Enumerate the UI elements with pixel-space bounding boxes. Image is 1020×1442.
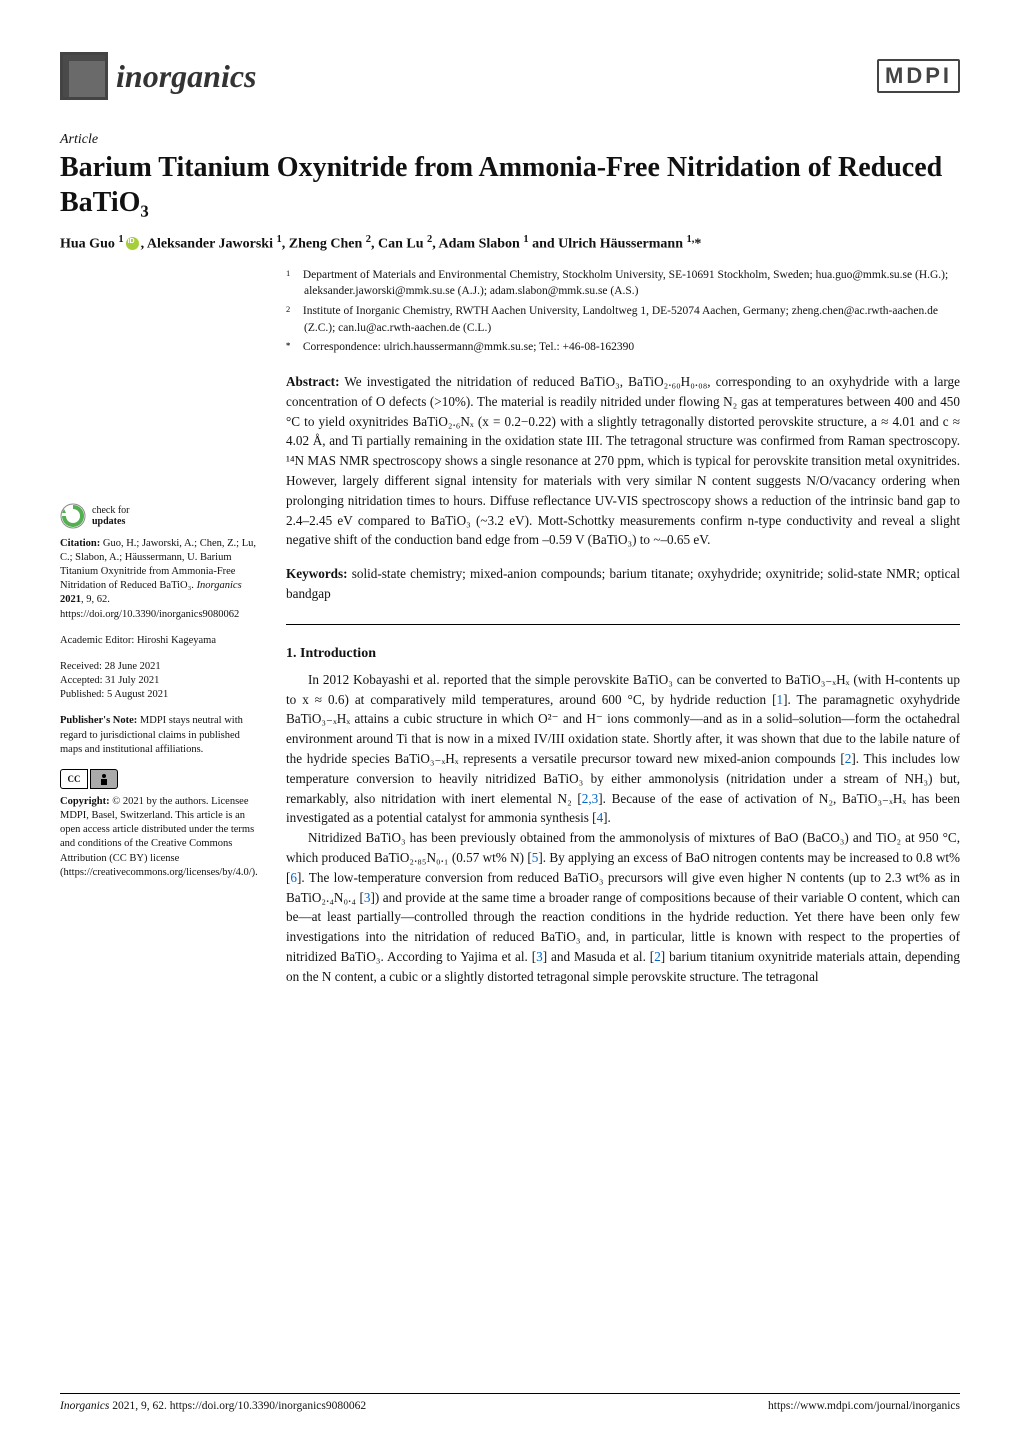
article-type: Article — [60, 132, 960, 148]
footer-left: Inorganics 2021, 9, 62. https://doi.org/… — [60, 1400, 366, 1412]
received-date: Received: 28 June 2021 — [60, 660, 258, 674]
check-updates-icon — [60, 503, 86, 529]
check-updates-line2: updates — [92, 516, 125, 527]
authors-line: Hua Guo 1, Aleksander Jaworski 1, Zheng … — [60, 234, 960, 253]
main-column: 1 Department of Materials and Environmen… — [286, 267, 960, 987]
check-updates-text: check for updates — [92, 505, 129, 527]
affiliation-2: 2 Institute of Inorganic Chemistry, RWTH… — [286, 303, 960, 336]
affil1-text: Department of Materials and Environmenta… — [303, 269, 948, 298]
pubnote-label: Publisher's Note: — [60, 715, 137, 726]
abstract: Abstract: We investigated the nitridatio… — [286, 372, 960, 550]
journal-mark-icon — [60, 52, 108, 100]
keywords: Keywords: solid-state chemistry; mixed-a… — [286, 564, 960, 604]
page-footer: Inorganics 2021, 9, 62. https://doi.org/… — [60, 1393, 960, 1412]
cc-by-badge: CC — [60, 769, 258, 789]
affil2-num: 2 — [286, 303, 300, 315]
citation-year: 2021 — [60, 594, 81, 605]
corr-text: Correspondence: ulrich.haussermann@mmk.s… — [303, 341, 634, 353]
sidebar: check for updates Citation: Guo, H.; Jaw… — [60, 267, 258, 987]
orcid-icon — [126, 237, 139, 250]
correspondence: * Correspondence: ulrich.haussermann@mmk… — [286, 339, 960, 356]
citation-block: Citation: Guo, H.; Jaworski, A.; Chen, Z… — [60, 537, 258, 622]
article-title: Barium Titanium Oxynitride from Ammonia-… — [60, 150, 960, 220]
top-bar: inorganics MDPI — [60, 52, 960, 100]
copyright-label: Copyright: — [60, 796, 110, 807]
keywords-label: Keywords: — [286, 566, 348, 581]
publisher-logo: MDPI — [877, 59, 960, 93]
journal-logo: inorganics — [60, 52, 256, 100]
citation-rest: , 9, 62. https://doi.org/10.3390/inorgan… — [60, 594, 239, 619]
dates-block: Received: 28 June 2021 Accepted: 31 July… — [60, 660, 258, 703]
introduction-body: In 2012 Kobayashi et al. reported that t… — [286, 670, 960, 987]
accepted-date: Accepted: 31 July 2021 — [60, 674, 258, 688]
check-for-updates[interactable]: check for updates — [60, 503, 258, 529]
keywords-text: solid-state chemistry; mixed-anion compo… — [286, 566, 960, 601]
footer-journal: Inorganics — [60, 1400, 109, 1412]
license-block: CC Copyright: © 2021 by the authors. Lic… — [60, 769, 258, 880]
citation-label: Citation: — [60, 538, 100, 549]
journal-name: inorganics — [116, 58, 256, 95]
cc-icon: CC — [60, 769, 88, 789]
publishers-note-block: Publisher's Note: MDPI stays neutral wit… — [60, 714, 258, 757]
two-column-layout: check for updates Citation: Guo, H.; Jaw… — [60, 267, 960, 987]
affil1-num: 1 — [286, 267, 300, 279]
published-date: Published: 5 August 2021 — [60, 688, 258, 702]
intro-para-2: Nitridized BaTiO₃ has been previously ob… — [286, 828, 960, 986]
editor-block: Academic Editor: Hiroshi Kageyama — [60, 634, 258, 648]
check-updates-line1: check for — [92, 505, 129, 516]
by-icon — [90, 769, 118, 789]
abstract-text: We investigated the nitridation of reduc… — [286, 374, 960, 547]
intro-para-1: In 2012 Kobayashi et al. reported that t… — [286, 670, 960, 828]
page-container: inorganics MDPI Article Barium Titanium … — [0, 0, 1020, 1442]
affil2-text: Institute of Inorganic Chemistry, RWTH A… — [303, 305, 938, 334]
section-1-heading: 1. Introduction — [286, 643, 960, 664]
section-divider — [286, 624, 960, 625]
affiliation-1: 1 Department of Materials and Environmen… — [286, 267, 960, 300]
footer-right[interactable]: https://www.mdpi.com/journal/inorganics — [768, 1400, 960, 1412]
citation-journal: Inorganics — [197, 580, 242, 591]
copyright-text: © 2021 by the authors. Licensee MDPI, Ba… — [60, 796, 258, 878]
abstract-label: Abstract: — [286, 374, 339, 389]
footer-left-rest: 2021, 9, 62. https://doi.org/10.3390/ino… — [109, 1400, 366, 1412]
corr-mark: * — [286, 339, 300, 351]
